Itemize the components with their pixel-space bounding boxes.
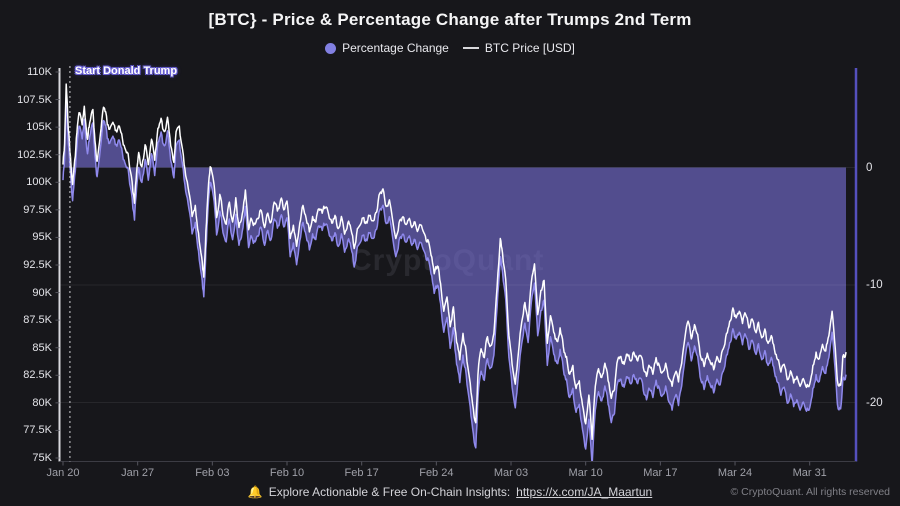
legend-label-percentage-change: Percentage Change	[342, 41, 449, 55]
legend-dot-icon	[325, 42, 337, 54]
footer: 🔔 Explore Actionable & Free On-Chain Ins…	[0, 482, 900, 502]
insights-link[interactable]: https://x.com/JA_Maartun	[516, 485, 653, 499]
percentage-change-area	[63, 96, 846, 462]
legend-item-btc-price: BTC Price [USD]	[462, 41, 575, 55]
percentage-change-line	[62, 95, 847, 462]
legend-line-icon	[462, 47, 479, 49]
insights-text: Explore Actionable & Free On-Chain Insig…	[268, 485, 511, 499]
legend-item-percentage-change: Percentage Change	[325, 41, 449, 55]
legend: Percentage Change BTC Price [USD]	[0, 41, 900, 55]
chart-title: [BTC} - Price & Percentage Change after …	[208, 10, 692, 29]
bell-icon: 🔔	[247, 485, 263, 499]
copyright-text: © CryptoQuant. All rights reserved	[730, 486, 890, 498]
start-trump-annotation: Start Donald Trump	[75, 65, 178, 77]
legend-label-btc-price: BTC Price [USD]	[484, 41, 575, 55]
btc-price-line	[62, 83, 847, 441]
